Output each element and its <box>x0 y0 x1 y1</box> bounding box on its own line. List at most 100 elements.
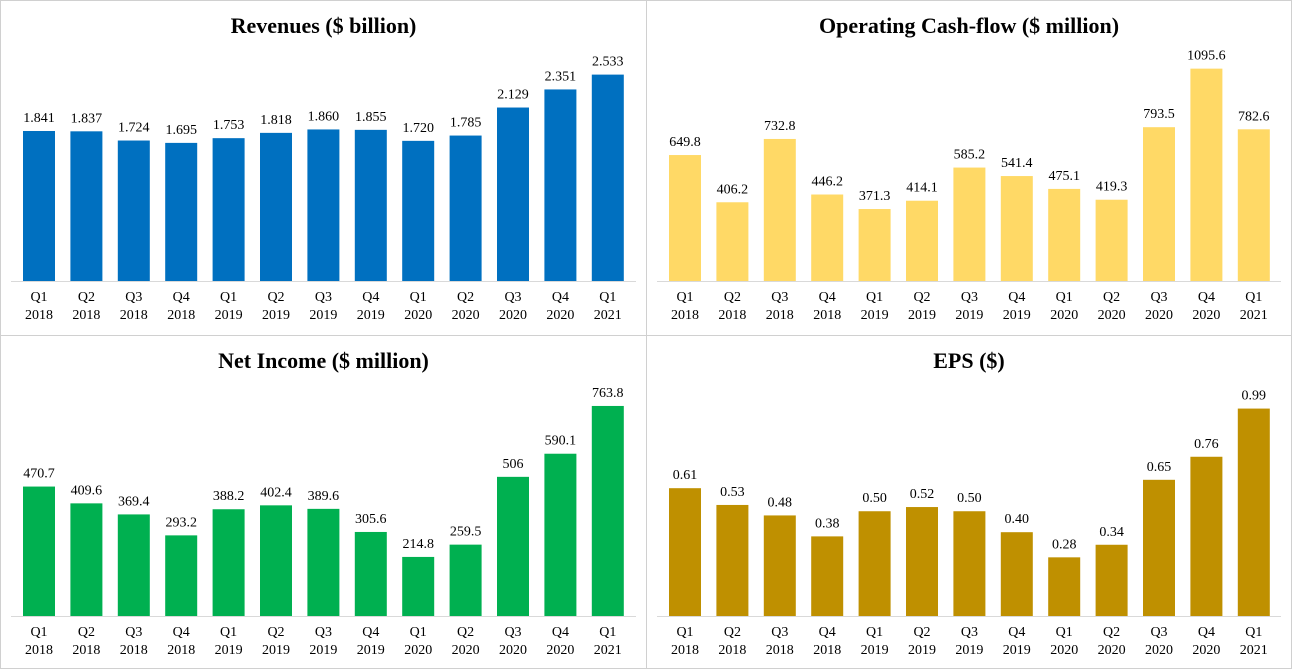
eps-title: EPS ($) <box>933 348 1005 373</box>
net-income-x-tick-year: 2019 <box>262 643 290 658</box>
eps-value-label: 0.50 <box>862 491 887 506</box>
net-income-x-tick-year: 2018 <box>72 643 100 658</box>
revenues-value-label: 1.724 <box>118 121 150 136</box>
eps-x-tick-quarter: Q1 <box>1056 625 1073 640</box>
eps-bar <box>1000 532 1033 616</box>
operating-cashflow-value-label: 406.2 <box>717 182 749 197</box>
revenues-bar <box>354 129 387 281</box>
revenues-chart-panel: Revenues ($ billion) 1.841 Q1 2018 1.837 Q2 20… <box>0 0 647 336</box>
revenues-x-tick-year: 2018 <box>120 308 148 323</box>
operating-cashflow-x-tick-year: 2021 <box>1240 308 1268 323</box>
eps-value-label: 0.52 <box>910 487 935 502</box>
eps-x-tick-quarter: Q2 <box>913 625 930 640</box>
revenues-value-label: 1.753 <box>213 118 245 133</box>
eps-bar <box>763 515 796 616</box>
operating-cashflow-x-tick-quarter: Q2 <box>724 290 741 305</box>
eps-x-tick-year: 2020 <box>1098 643 1126 658</box>
eps-value-label: 0.53 <box>720 485 745 500</box>
operating-cashflow-value-label: 782.6 <box>1238 109 1270 124</box>
operating-cashflow-value-label: 475.1 <box>1048 169 1080 184</box>
revenues-x-tick-quarter: Q2 <box>457 290 474 305</box>
eps-value-label: 0.61 <box>673 468 698 483</box>
revenues-x-tick-quarter: Q1 <box>30 290 47 305</box>
operating-cashflow-bar <box>1095 199 1128 281</box>
eps-bar <box>1237 408 1270 616</box>
revenues-x-tick-quarter: Q3 <box>504 290 521 305</box>
eps-value-label: 0.50 <box>957 491 982 506</box>
operating-cashflow-x-tick-year: 2019 <box>908 308 936 323</box>
net-income-x-tick-year: 2019 <box>215 643 243 658</box>
eps-x-tick-year: 2020 <box>1192 643 1220 658</box>
net-income-x-tick-quarter: Q1 <box>30 625 47 640</box>
net-income-value-label: 293.2 <box>165 515 197 530</box>
net-income-value-label: 305.6 <box>355 512 387 527</box>
net-income-x-tick-year: 2020 <box>499 643 527 658</box>
revenues-value-label: 1.720 <box>402 121 434 136</box>
eps-value-label: 0.40 <box>1005 512 1030 527</box>
net-income-bar <box>497 476 529 616</box>
revenues-bar <box>402 140 435 281</box>
net-income-value-label: 590.1 <box>545 434 577 449</box>
operating-cashflow-x-tick-year: 2018 <box>671 308 699 323</box>
eps-x-tick-year: 2019 <box>955 643 983 658</box>
net-income-x-tick-quarter: Q1 <box>410 625 427 640</box>
operating-cashflow-x-tick-year: 2020 <box>1098 308 1126 323</box>
net-income-bar <box>117 514 150 616</box>
revenues-value-label: 1.785 <box>450 116 482 131</box>
net-income-value-label: 409.6 <box>71 483 103 498</box>
revenues-bar <box>449 135 482 281</box>
revenues-title: Revenues ($ billion) <box>231 13 417 38</box>
net-income-value-label: 402.4 <box>260 485 292 500</box>
revenues-x-tick-year: 2019 <box>215 308 243 323</box>
operating-cashflow-bar <box>1000 176 1033 281</box>
eps-x-tick-quarter: Q2 <box>1103 625 1120 640</box>
revenues-x-tick-year: 2018 <box>72 308 100 323</box>
net-income-x-tick-year: 2020 <box>452 643 480 658</box>
revenues-bar <box>307 129 340 281</box>
net-income-x-tick-year: 2019 <box>309 643 337 658</box>
eps-value-label: 0.38 <box>815 516 840 531</box>
revenues-value-label: 2.351 <box>545 69 577 84</box>
operating-cashflow-bar <box>1048 188 1081 281</box>
eps-bar <box>1190 456 1223 616</box>
revenues-value-label: 1.841 <box>23 111 55 126</box>
net-income-value-label: 259.5 <box>450 525 482 540</box>
revenues-value-label: 1.855 <box>355 110 387 125</box>
net-income-title: Net Income ($ million) <box>218 348 429 373</box>
revenues-x-tick-year: 2019 <box>309 308 337 323</box>
revenues-value-label: 2.129 <box>497 88 529 103</box>
revenues-x-tick-quarter: Q4 <box>362 290 379 305</box>
revenues-bar <box>23 130 55 281</box>
operating-cashflow-x-tick-year: 2019 <box>1003 308 1031 323</box>
eps-value-label: 0.34 <box>1099 525 1124 540</box>
eps-x-tick-year: 2018 <box>813 643 841 658</box>
net-income-x-tick-quarter: Q4 <box>362 625 379 640</box>
revenues-x-tick-quarter: Q3 <box>125 290 142 305</box>
eps-x-tick-year: 2020 <box>1145 643 1173 658</box>
revenues-x-tick-year: 2020 <box>546 308 574 323</box>
operating-cashflow-value-label: 541.4 <box>1001 156 1033 171</box>
operating-cashflow-value-label: 414.1 <box>906 181 938 196</box>
revenues-x-tick-quarter: Q2 <box>78 290 95 305</box>
revenues-bar <box>260 132 292 281</box>
revenues-x-tick-quarter: Q1 <box>599 290 616 305</box>
eps-x-tick-quarter: Q3 <box>961 625 978 640</box>
eps-x-tick-year: 2019 <box>908 643 936 658</box>
operating-cashflow-bar <box>669 155 701 281</box>
operating-cashflow-bar <box>811 194 844 281</box>
net-income-bar <box>354 531 387 616</box>
operating-cashflow-x-tick-quarter: Q1 <box>676 290 693 305</box>
operating-cashflow-value-label: 793.5 <box>1143 107 1175 122</box>
operating-cashflow-x-tick-quarter: Q3 <box>961 290 978 305</box>
eps-x-tick-year: 2018 <box>718 643 746 658</box>
eps-x-tick-quarter: Q1 <box>676 625 693 640</box>
eps-x-tick-year: 2018 <box>766 643 794 658</box>
operating-cashflow-x-tick-year: 2019 <box>861 308 889 323</box>
eps-x-tick-quarter: Q3 <box>771 625 788 640</box>
revenues-x-tick-quarter: Q4 <box>552 290 569 305</box>
operating-cashflow-bar <box>1143 127 1175 281</box>
net-income-x-tick-quarter: Q2 <box>78 625 95 640</box>
revenues-x-tick-quarter: Q2 <box>267 290 284 305</box>
eps-chart-panel: EPS ($) 0.61 Q1 2018 0.53 Q2 2018 0.48 Q3 2018 0.3… <box>646 335 1292 669</box>
eps-x-tick-quarter: Q4 <box>1198 625 1215 640</box>
